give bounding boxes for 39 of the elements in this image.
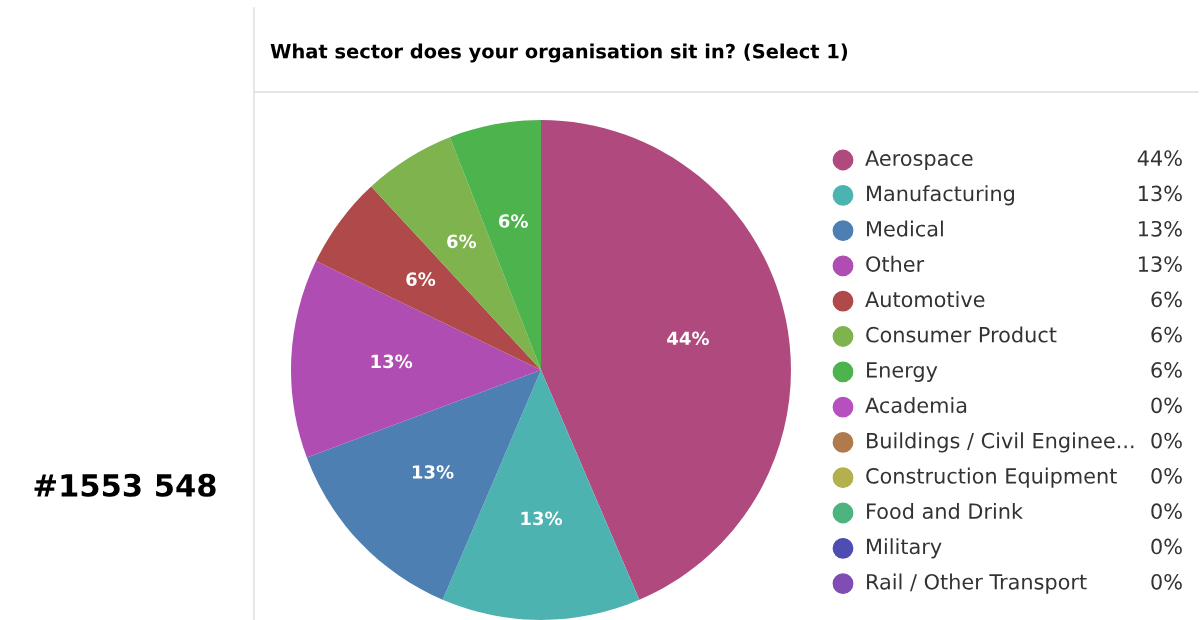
legend-label: Food and Drink: [867, 502, 1023, 520]
data-label: 13%: [521, 511, 563, 526]
data-label: 6%: [406, 272, 436, 286]
legend-label: Energy: [867, 362, 938, 382]
data-label: 13%: [371, 354, 413, 369]
text: #1553 548: [34, 473, 216, 497]
text: 6%: [1151, 362, 1182, 378]
legend-label: Medical: [867, 220, 943, 237]
pie-slice: [449, 120, 541, 370]
text: 13%: [1138, 256, 1182, 272]
text: 0%: [1151, 538, 1182, 555]
legend-label: Academia: [865, 397, 967, 414]
text: 6%: [1151, 326, 1182, 343]
data-label: 6%: [498, 214, 528, 228]
legend-label: Buildings / Civil Enginee...: [867, 432, 1134, 453]
legend-label: Construction Equipment: [866, 467, 1117, 488]
data-label: 44%: [667, 331, 709, 346]
legend-label: Rail / Other Transport: [867, 573, 1087, 594]
pie-slice: [371, 137, 541, 370]
legend-label: Manufacturing: [867, 185, 1014, 206]
legend-label: Military: [867, 538, 942, 559]
data-label: 6%: [447, 234, 477, 249]
legend-label: Other: [866, 255, 925, 272]
text: 0%: [1151, 432, 1182, 449]
legend-label: Automotive: [865, 291, 985, 308]
text: 13%: [1138, 220, 1182, 237]
text: 6%: [1151, 291, 1182, 308]
text: 0%: [1151, 573, 1182, 590]
pie-slice: [316, 186, 541, 370]
text: 44%: [1137, 150, 1182, 167]
text: 0%: [1151, 467, 1182, 484]
chart-title: What sector does your organisation sit in? (Select 1): [270, 43, 848, 63]
text: 13%: [1138, 185, 1182, 202]
data-label: 13%: [412, 465, 454, 479]
legend-label: Aerospace: [865, 150, 973, 171]
legend-label: Consumer Product: [866, 326, 1057, 343]
text: 0%: [1151, 397, 1182, 414]
text: 0%: [1151, 503, 1182, 520]
pie-slice: [291, 261, 541, 458]
